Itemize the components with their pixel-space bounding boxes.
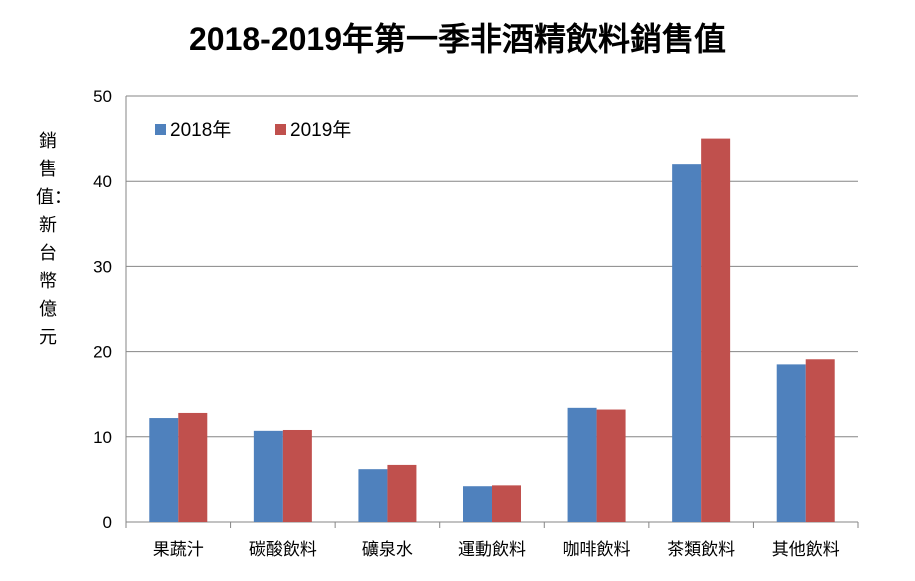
bar-series-1 <box>567 407 597 522</box>
legend-swatch <box>155 124 166 135</box>
legend-swatch <box>275 124 286 135</box>
y-tick-label: 30 <box>93 257 112 276</box>
bar-series-2 <box>805 359 835 522</box>
y-axis-label: 銷售值：新台幣億元 <box>36 131 72 348</box>
chart-title: 2018-2019年第一季非酒精飲料銷售值 <box>188 21 727 57</box>
bar-series-2 <box>387 464 417 522</box>
y-tick-label: 40 <box>93 172 112 191</box>
x-category-label: 礦泉水 <box>362 540 413 560</box>
bar-series-1 <box>672 164 702 522</box>
x-category-label: 其他飲料 <box>772 540 840 560</box>
bar-series-1 <box>253 430 283 522</box>
bar-series-1 <box>776 364 806 522</box>
x-category-label: 果蔬汁 <box>153 540 204 560</box>
x-category-label: 運動飲料 <box>458 540 526 560</box>
legend-label: 2018年 <box>170 119 231 141</box>
bar-series-1 <box>358 469 388 522</box>
x-category-label: 碳酸飲料 <box>249 540 317 560</box>
bar-series-2 <box>701 138 731 522</box>
x-category-label: 咖啡飲料 <box>563 540 631 560</box>
bar-series-1 <box>463 486 492 522</box>
y-tick-label: 10 <box>93 428 112 447</box>
bar-series-2 <box>282 429 312 522</box>
y-tick-label: 20 <box>93 343 112 362</box>
y-tick-label: 50 <box>93 87 112 106</box>
x-category-label: 茶類飲料 <box>667 540 735 560</box>
legend-label: 2019年 <box>290 119 351 141</box>
y-tick-label: 0 <box>103 513 112 532</box>
bar-series-2 <box>596 409 626 522</box>
bar-series-2 <box>178 412 208 522</box>
bar-series-2 <box>492 485 521 522</box>
bar-series-1 <box>149 418 179 522</box>
